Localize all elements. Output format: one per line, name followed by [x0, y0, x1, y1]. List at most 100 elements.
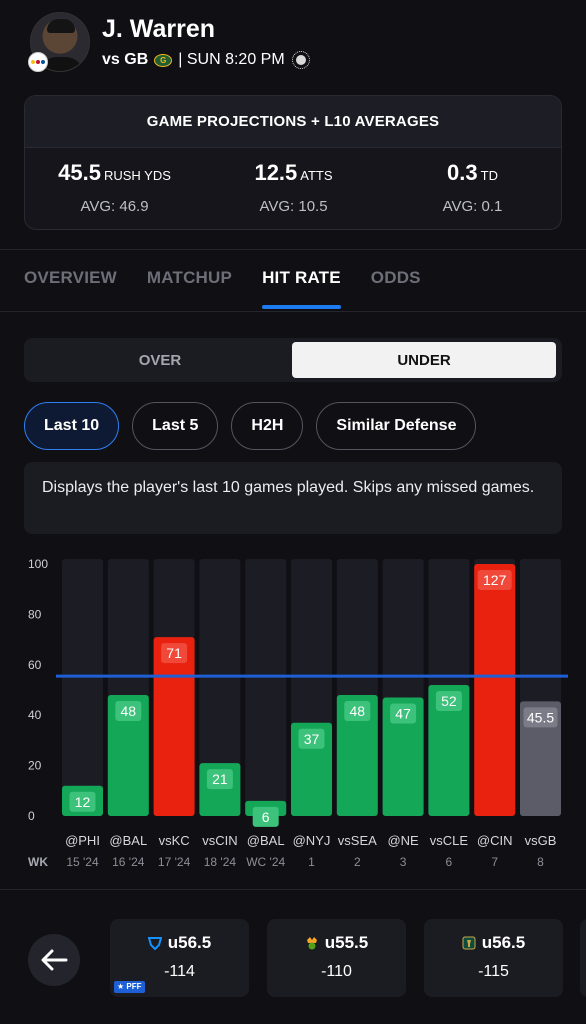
week-label: 8	[537, 855, 544, 869]
filter-last-5[interactable]: Last 5	[132, 402, 219, 450]
value-label: 45.5	[527, 709, 554, 725]
x-tick-label: @PHI	[65, 833, 100, 848]
value-label: 47	[395, 706, 411, 722]
opponent-label: vs GB	[102, 51, 149, 68]
sportsbook-caesars[interactable]: u56.5 -115	[424, 919, 563, 997]
projection-unit: RUSH YDS	[103, 168, 171, 183]
value-label: 48	[121, 703, 137, 719]
book-odds: -114	[164, 963, 195, 980]
sportsbook-draftkings[interactable]: u55.5 -110	[267, 919, 406, 997]
book-odds: -115	[478, 963, 509, 980]
book-line: u55.5	[324, 933, 369, 952]
value-label-bg	[523, 707, 558, 728]
sportsbook-row: u56.5 -114 ★ PFF u55.5 -110 u56.5 -115	[0, 905, 586, 1024]
value-label-bg	[252, 806, 279, 827]
projection-avg: AVG: 10.5	[259, 198, 328, 215]
tab-matchup[interactable]: MATCHUP	[146, 268, 233, 287]
week-label: 1	[308, 855, 315, 869]
bar-under	[336, 695, 378, 816]
y-tick-label: 60	[28, 658, 42, 672]
arrow-left-icon	[41, 949, 68, 971]
back-button[interactable]	[28, 934, 80, 986]
player-name: J. Warren	[102, 15, 216, 43]
bar-over	[153, 637, 195, 816]
x-tick-label: vsKC	[159, 833, 190, 848]
sportsbook-fanduel[interactable]: u56.5 -114 ★ PFF	[110, 919, 249, 997]
value-label-bg	[298, 728, 325, 749]
weather-sun-icon	[291, 50, 311, 70]
filter-similar-defense[interactable]: Similar Defense	[316, 402, 477, 450]
bar-under	[107, 695, 149, 816]
tab-overview[interactable]: OVERVIEW	[24, 268, 117, 287]
value-label-bg	[344, 701, 371, 722]
x-tick-label: @BAL	[109, 833, 147, 848]
player-header: J. Warren vs GB G | SUN 8:20 PM	[0, 0, 586, 90]
filter-h2h[interactable]: H2H	[231, 402, 304, 450]
value-label: 48	[350, 703, 366, 719]
projection-rush-yds: 45.5 RUSH YDS AVG: 46.9	[25, 160, 204, 215]
projection-atts: 12.5 ATTS AVG: 10.5	[204, 160, 383, 215]
bar-track	[199, 559, 241, 816]
bar-under	[428, 684, 470, 816]
y-tick-label: 80	[28, 607, 42, 621]
projection-value: 45.5	[58, 160, 101, 185]
divider	[0, 311, 586, 312]
fanduel-icon	[147, 937, 162, 950]
week-label: 18 '24	[204, 855, 237, 869]
projection-unit: TD	[480, 168, 498, 183]
projection-avg: AVG: 46.9	[80, 198, 149, 215]
x-tick-label: @NYJ	[293, 833, 331, 848]
week-label: 15 '24	[66, 855, 99, 869]
book-odds: -110	[321, 963, 352, 980]
value-label: 71	[166, 645, 182, 661]
bar-over	[474, 564, 516, 816]
tab-hit-rate[interactable]: HIT RATE	[262, 268, 341, 310]
bar-track	[245, 559, 287, 816]
bar-track	[62, 559, 103, 816]
filter-description: Displays the player's last 10 games play…	[24, 462, 562, 534]
book-line: u56.5	[167, 933, 212, 952]
over-button[interactable]: OVER	[138, 351, 182, 369]
x-tick-label: @CIN	[477, 833, 513, 848]
projections-title: GAME PROJECTIONS + L10 AVERAGES	[25, 96, 561, 148]
projection-unit: ATTS	[300, 168, 333, 183]
bar-under	[382, 697, 424, 816]
value-label-bg	[69, 791, 96, 812]
divider	[0, 249, 586, 250]
y-tick-label: 100	[28, 557, 48, 571]
week-label: 3	[400, 855, 407, 869]
value-label-bg	[390, 703, 417, 724]
projections-card: GAME PROJECTIONS + L10 AVERAGES 45.5 RUSH…	[24, 95, 562, 230]
game-info: vs GB G | SUN 8:20 PM	[102, 50, 311, 70]
week-label: 7	[491, 855, 498, 869]
value-label: 6	[262, 809, 270, 825]
packers-logo-icon: G	[154, 53, 173, 67]
week-label: 6	[446, 855, 453, 869]
x-tick-label: @BAL	[247, 833, 285, 848]
y-tick-label: 20	[28, 759, 42, 773]
x-tick-label: @NE	[387, 833, 419, 848]
divider	[0, 889, 586, 890]
projection-value: 12.5	[254, 160, 298, 185]
value-label-bg	[161, 643, 188, 664]
game-time: | SUN 8:20 PM	[178, 51, 285, 68]
sportsbook-overflow	[580, 919, 586, 997]
x-tick-label: vsSEA	[338, 833, 377, 848]
value-label-bg	[477, 570, 512, 590]
under-button[interactable]: UNDER	[292, 342, 556, 378]
y-tick-label: 40	[28, 708, 42, 722]
tab-odds[interactable]: ODDS	[370, 268, 421, 287]
steelers-logo-icon	[28, 52, 48, 72]
week-label: 17 '24	[158, 855, 191, 869]
x-tick-label: vsCLE	[430, 833, 469, 848]
value-label-bg	[435, 690, 462, 711]
caesars-icon	[462, 936, 476, 950]
y-tick-label: 0	[28, 809, 35, 823]
projection-value: 0.3	[447, 160, 478, 185]
week-label: 16 '24	[112, 855, 145, 869]
value-label: 37	[304, 731, 320, 747]
filter-last-10[interactable]: Last 10	[24, 402, 120, 450]
x-tick-label: vsGB	[525, 833, 557, 848]
over-under-toggle: OVER UNDER	[24, 338, 562, 382]
filter-pills: Last 10 Last 5 H2H Similar Defense	[24, 402, 477, 450]
